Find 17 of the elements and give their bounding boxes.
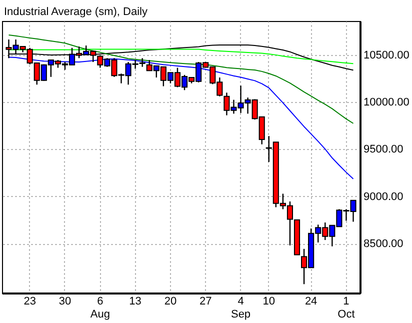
y-tick-label: 8500.00 — [364, 238, 404, 250]
x-tick-label: 23 — [24, 296, 36, 308]
x-tick-label: 24 — [304, 296, 318, 308]
y-tick-label: 9000.00 — [364, 190, 404, 203]
line-series — [8, 34, 354, 124]
x-tick-label: 27 — [199, 296, 212, 308]
x-tick-label: 10 — [262, 296, 276, 308]
y-tick-label: 10500.00 — [364, 49, 410, 62]
x-tick-label: 4 Sep — [230, 296, 251, 320]
x-tick-label: 1 Oct — [338, 296, 355, 320]
y-tick-label: 9500.00 — [364, 144, 404, 156]
x-tick-label: 13 — [129, 296, 142, 308]
x-tick-label: 6 Aug — [90, 296, 110, 320]
x-tick-label: 30 — [58, 296, 72, 308]
x-tick-label: 20 — [164, 296, 177, 308]
chart-title: Industrial Average (sm), Daily — [4, 6, 148, 18]
y-tick-label: 10000.00 — [364, 96, 410, 109]
